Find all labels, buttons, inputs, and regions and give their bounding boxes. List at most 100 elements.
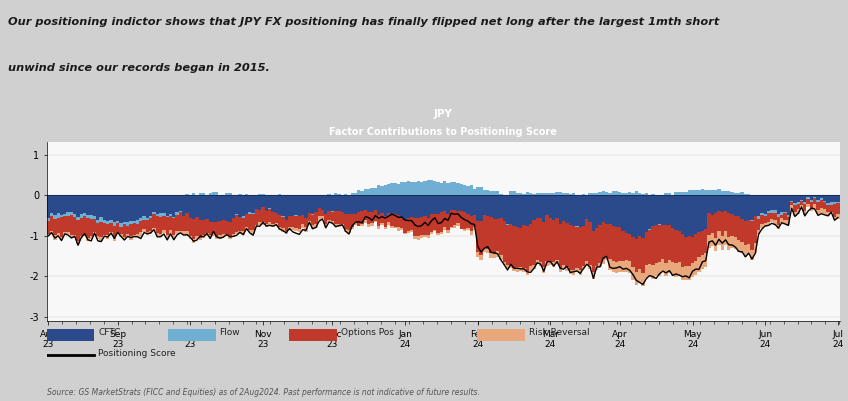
Bar [282, 216, 285, 217]
Bar [628, 261, 632, 273]
Bar [275, 213, 278, 223]
Bar [592, 231, 595, 272]
Bar [724, 231, 728, 245]
Bar [512, 268, 516, 271]
Bar [413, 236, 416, 239]
Bar [449, 195, 453, 210]
Bar [700, 231, 704, 255]
Bar [777, 195, 780, 215]
Bar [301, 215, 304, 224]
Bar [341, 212, 344, 223]
Bar [149, 216, 153, 218]
Bar [773, 213, 777, 220]
Bar [770, 219, 773, 222]
Bar [536, 218, 538, 260]
Bar [499, 194, 503, 195]
Bar [529, 193, 533, 195]
Bar [536, 260, 538, 264]
Bar [549, 193, 552, 195]
Bar [99, 237, 103, 241]
Bar [96, 223, 99, 237]
Bar [242, 231, 245, 235]
Bar [159, 217, 162, 234]
Bar [516, 195, 519, 227]
Bar [209, 195, 212, 223]
Bar [625, 260, 628, 272]
Bar [195, 195, 198, 217]
Bar [479, 221, 483, 255]
Bar [53, 219, 57, 235]
Bar [796, 202, 800, 205]
Bar [661, 195, 665, 225]
Bar [721, 191, 724, 195]
Bar [784, 213, 787, 220]
Bar [367, 212, 371, 224]
Bar [665, 263, 667, 276]
Bar [380, 186, 383, 195]
Bar [327, 220, 331, 223]
Bar [106, 195, 109, 221]
Bar [466, 195, 470, 214]
Bar [599, 263, 602, 267]
Bar [658, 262, 661, 276]
Bar [817, 210, 820, 214]
Bar [248, 230, 252, 232]
Bar [644, 265, 648, 277]
Bar [773, 220, 777, 225]
Bar [829, 212, 833, 213]
Bar [221, 194, 225, 195]
Bar [622, 195, 625, 231]
Bar [268, 208, 271, 209]
Bar [308, 221, 311, 224]
Bar [638, 236, 641, 269]
Bar [721, 195, 724, 212]
Bar [634, 195, 638, 239]
Bar [338, 195, 341, 211]
Bar [800, 201, 803, 205]
Bar [466, 214, 470, 228]
Bar [470, 216, 473, 231]
Bar [215, 192, 219, 195]
Bar [496, 219, 499, 251]
Bar [512, 195, 516, 226]
Bar [671, 262, 674, 276]
Bar [228, 193, 232, 195]
Bar [116, 223, 120, 233]
Bar [806, 195, 810, 197]
Bar [186, 213, 189, 231]
Bar [826, 212, 829, 217]
Bar [460, 211, 463, 229]
Bar [315, 224, 317, 228]
Bar [47, 218, 50, 221]
Bar [737, 193, 740, 195]
Bar [820, 195, 823, 198]
Bar [483, 195, 486, 215]
Bar [156, 217, 159, 233]
Bar [566, 223, 569, 267]
Bar [192, 195, 195, 219]
Bar [261, 194, 265, 195]
Bar [341, 195, 344, 212]
Bar [258, 195, 261, 210]
Bar [817, 195, 820, 200]
Bar [136, 234, 139, 237]
Bar [592, 195, 595, 231]
Bar [387, 222, 390, 225]
Bar [754, 243, 757, 253]
Bar [667, 260, 671, 273]
Bar [750, 220, 754, 221]
Bar [73, 195, 76, 214]
Bar [53, 235, 57, 240]
Bar [113, 195, 116, 222]
Bar [509, 224, 512, 265]
Bar [142, 229, 146, 232]
Bar [374, 210, 377, 221]
Bar [294, 195, 298, 215]
Bar [585, 261, 589, 265]
Bar [820, 198, 823, 200]
Bar [99, 217, 103, 222]
Bar [538, 262, 542, 266]
Bar [700, 189, 704, 195]
Bar [473, 215, 476, 227]
Bar [826, 203, 829, 205]
